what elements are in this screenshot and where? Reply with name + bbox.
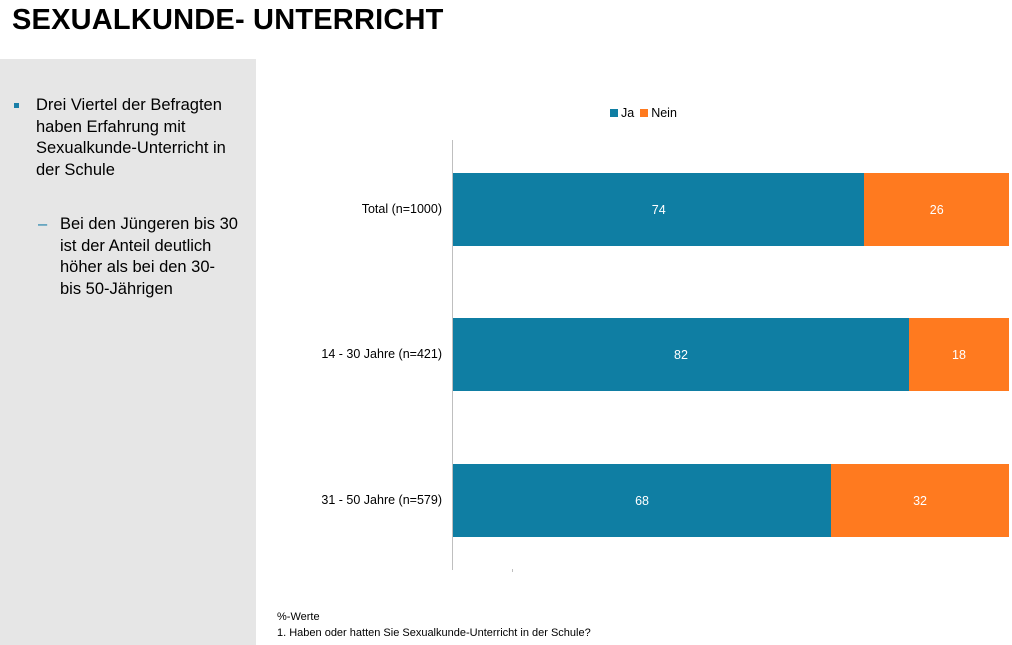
summary-sub-bullet-text: Bei den Jüngeren bis 30 ist der Anteil d…	[60, 215, 238, 298]
legend-swatch-ja	[610, 109, 618, 117]
chart-legend: Ja Nein	[610, 106, 683, 120]
bar-ja-0	[453, 173, 865, 246]
footnote-unit: %-Werte	[277, 611, 320, 623]
square-bullet-icon	[14, 103, 19, 108]
category-label-1: 14 - 30 Jahre (n=421)	[321, 347, 442, 361]
legend-swatch-nein	[640, 109, 649, 117]
data-label-nein-1: 18	[952, 348, 966, 362]
summary-bullet-text: Drei Viertel der Befragten haben Erfahru…	[36, 96, 226, 179]
summary-bullet: Drei Viertel der Befragten haben Erfahru…	[14, 95, 234, 181]
data-label-ja-1: 82	[674, 348, 688, 362]
bar-ja-1	[453, 318, 909, 391]
data-label-nein-2: 32	[913, 494, 927, 508]
summary-sub-bullet: – Bei den Jüngeren bis 30 ist der Anteil…	[38, 214, 238, 300]
category-label-2: 31 - 50 Jahre (n=579)	[321, 493, 442, 507]
legend-item-ja: Ja	[610, 106, 634, 120]
summary-panel: Drei Viertel der Befragten haben Erfahru…	[0, 59, 256, 645]
dash-bullet-icon: –	[38, 215, 48, 233]
chart-axis-tick	[512, 569, 513, 572]
category-label-0: Total (n=1000)	[361, 202, 442, 216]
footnote-question: 1. Haben oder hatten Sie Sexualkunde-Unt…	[277, 627, 591, 639]
bar-nein-0	[864, 173, 1009, 246]
data-label-nein-0: 26	[929, 203, 944, 217]
legend-label-nein: Nein	[651, 106, 677, 120]
legend-label-ja: Ja	[621, 106, 635, 120]
data-label-ja-0: 74	[651, 203, 666, 217]
bar-nein-1	[908, 318, 1009, 391]
page-title: SEXUALKUNDE- UNTERRICHT	[12, 4, 444, 36]
chart-category-axis	[452, 140, 453, 570]
legend-item-nein: Nein	[640, 106, 677, 120]
bar-ja-2	[453, 464, 832, 537]
data-label-ja-2: 68	[635, 494, 649, 508]
bar-nein-2	[831, 464, 1009, 537]
